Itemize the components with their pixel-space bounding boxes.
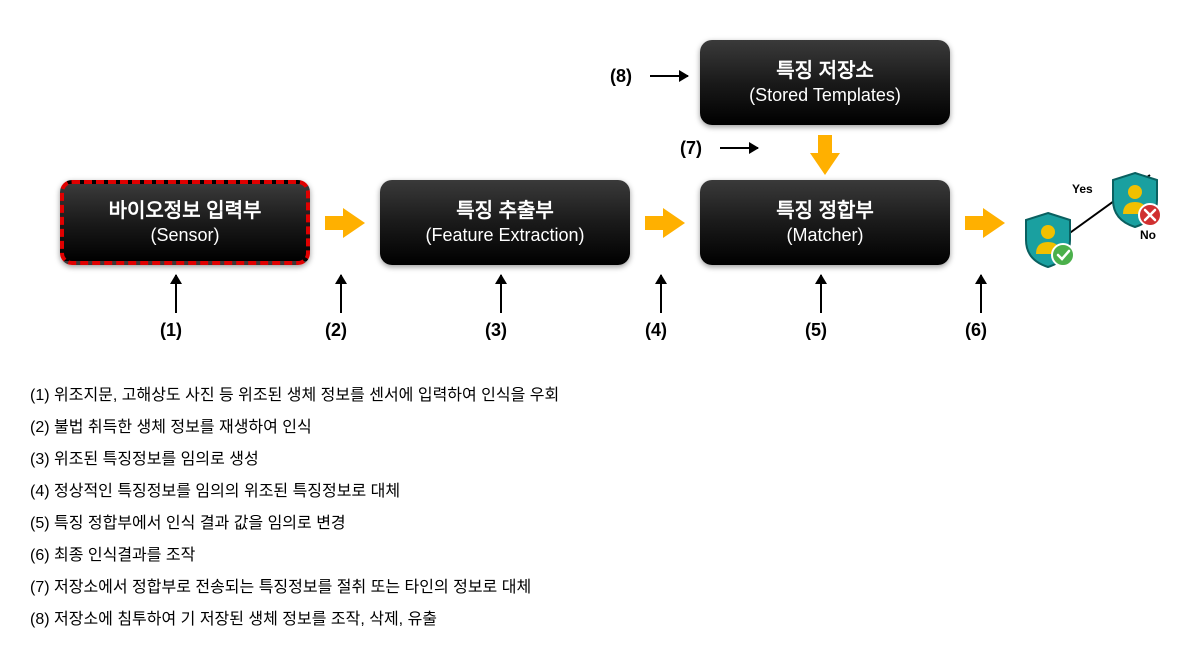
node-matcher-title: 특징 정합부: [776, 198, 874, 224]
legend-item: (2) 불법 취득한 생체 정보를 재생하여 인식: [30, 412, 559, 444]
attack-label-3: (3): [485, 320, 507, 341]
attack-pointer-icon: [340, 275, 342, 313]
legend-item: (3) 위조된 특징정보를 임의로 생성: [30, 444, 559, 476]
legend-item: (6) 최종 인식결과를 조작: [30, 540, 559, 572]
diagram-canvas: 특징 저장소 (Stored Templates) 바이오정보 입력부 (Sen…: [0, 0, 1193, 360]
node-sensor: 바이오정보 입력부 (Sensor): [60, 180, 310, 265]
node-store-title: 특징 저장소: [776, 58, 874, 84]
attack-label-8: (8): [610, 66, 632, 87]
attack-pointer-icon: [980, 275, 982, 313]
attack-pointer-right-icon: [720, 147, 758, 149]
node-feature-subtitle: (Feature Extraction): [425, 224, 584, 247]
attack-label-5: (5): [805, 320, 827, 341]
legend-item: (4) 정상적인 특징정보를 임의의 위조된 특징정보로 대체: [30, 476, 559, 508]
shield-person-yes-icon: [1018, 210, 1078, 270]
node-matcher-subtitle: (Matcher): [786, 224, 863, 247]
node-feature-title: 특징 추출부: [456, 198, 554, 224]
node-feature: 특징 추출부 (Feature Extraction): [380, 180, 630, 265]
shield-person-no-icon: [1105, 170, 1165, 230]
legend-item: (5) 특징 정합부에서 인식 결과 값을 임의로 변경: [30, 508, 559, 540]
attack-label-7: (7): [680, 138, 702, 159]
node-store: 특징 저장소 (Stored Templates): [700, 40, 950, 125]
attack-pointer-icon: [500, 275, 502, 313]
node-sensor-subtitle: (Sensor): [150, 224, 219, 247]
legend-item: (7) 저장소에서 정합부로 전송되는 특징정보를 절취 또는 타인의 정보로 …: [30, 572, 559, 604]
legend-item: (1) 위조지문, 고해상도 사진 등 위조된 생체 정보를 센서에 입력하여 …: [30, 380, 559, 412]
attack-label-4: (4): [645, 320, 667, 341]
attack-pointer-right-icon: [650, 75, 688, 77]
node-matcher: 특징 정합부 (Matcher): [700, 180, 950, 265]
node-store-subtitle: (Stored Templates): [749, 84, 901, 107]
attack-label-1: (1): [160, 320, 182, 341]
result-icons: Yes No: [1010, 170, 1190, 280]
node-sensor-title: 바이오정보 입력부: [109, 198, 262, 224]
legend-list: (1) 위조지문, 고해상도 사진 등 위조된 생체 정보를 센서에 입력하여 …: [30, 380, 559, 636]
attack-pointer-icon: [820, 275, 822, 313]
attack-pointer-icon: [175, 275, 177, 313]
attack-label-2: (2): [325, 320, 347, 341]
attack-pointer-icon: [660, 275, 662, 313]
attack-label-6: (6): [965, 320, 987, 341]
legend-item: (8) 저장소에 침투하여 기 저장된 생체 정보를 조작, 삭제, 유출: [30, 604, 559, 636]
